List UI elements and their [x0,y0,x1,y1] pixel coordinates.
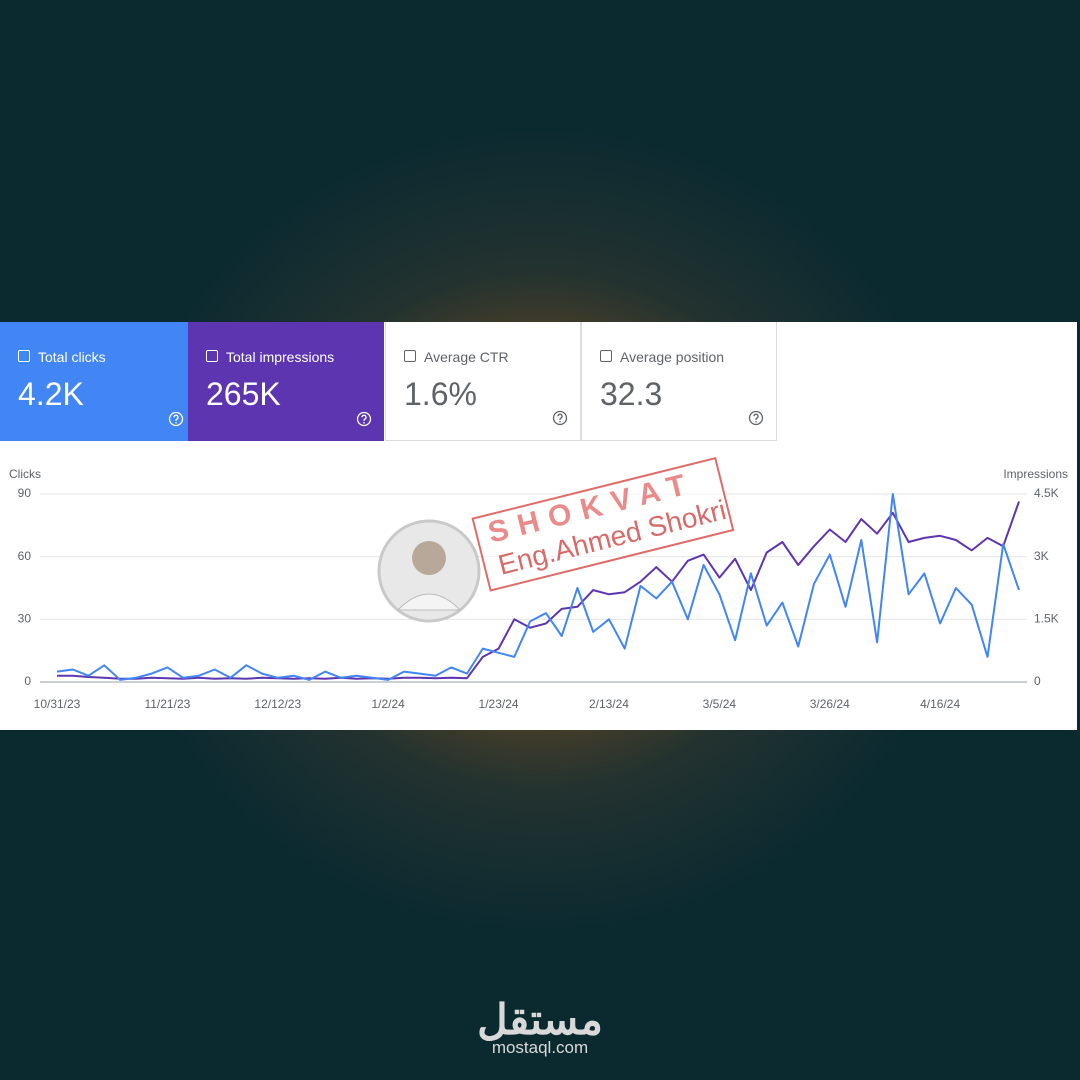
y2-tick-label: 3K [1034,549,1049,563]
checkbox[interactable] [18,350,30,362]
kpi-value: 32.3 [600,376,663,412]
kpi-value: 4.2K [18,376,84,412]
y-tick-label: 0 [24,674,31,688]
y2-tick-label: 4.5K [1034,486,1059,500]
y-axis-title: Clicks [9,467,41,481]
help-icon[interactable] [356,411,372,427]
kpi-card[interactable]: Average CTR 1.6% [385,322,581,441]
x-tick-label: 1/23/24 [479,697,519,711]
avatar [377,519,481,623]
kpi-label: Total clicks [38,349,106,365]
help-icon[interactable] [168,411,184,427]
kpi-value: 265K [206,376,281,412]
y-tick-label: 30 [18,612,32,626]
y2-tick-label: 0 [1034,674,1041,688]
checkbox[interactable] [206,350,218,362]
series-line [56,493,1020,681]
kpi-label: Total impressions [226,349,335,365]
y-tick-label: 60 [18,549,32,563]
x-tick-label: 2/13/24 [589,697,629,711]
x-tick-label: 12/12/23 [254,697,301,711]
x-tick-label: 11/21/23 [144,697,190,711]
y2-tick-label: 1.5K [1034,612,1059,626]
watermark: SHOKVAT Eng.Ahmed Shokri [471,456,735,592]
y-tick-label: 90 [18,486,32,500]
help-icon[interactable] [552,410,568,426]
x-tick-label: 4/16/24 [920,697,960,711]
kpi-value: 1.6% [404,376,477,412]
kpi-card[interactable]: Total clicks 4.2K [0,322,196,441]
kpi-card[interactable]: Average position 32.3 [581,322,777,441]
kpi-label: Average CTR [424,349,509,365]
kpi-label: Average position [620,349,725,365]
checkbox[interactable] [600,350,612,362]
checkbox[interactable] [404,350,416,362]
x-tick-label: 10/31/23 [34,697,81,711]
help-icon[interactable] [748,410,764,426]
logo: مستقل [477,996,603,1043]
x-tick-label: 1/2/24 [371,697,405,711]
logo-site: mostaql.com [491,1038,589,1057]
y2-axis-title: Impressions [1003,467,1068,481]
x-tick-label: 3/26/24 [810,697,850,711]
x-tick-label: 3/5/24 [703,697,737,711]
series-line [57,501,1020,680]
kpi-card[interactable]: Total impressions 265K [188,322,384,441]
